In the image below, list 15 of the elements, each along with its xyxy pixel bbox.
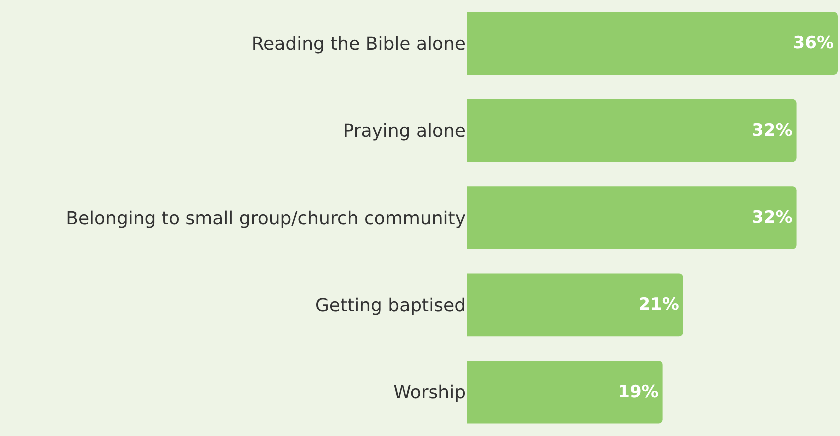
data-label: 36% xyxy=(793,34,834,54)
data-label: 32% xyxy=(752,120,793,141)
y-tick-label: Reading the Bible alone xyxy=(252,34,466,55)
y-tick-label: Praying alone xyxy=(343,121,466,142)
y-tick-label: Worship xyxy=(394,382,466,404)
data-label: 32% xyxy=(752,208,793,228)
bar xyxy=(467,12,838,75)
bar xyxy=(467,361,663,424)
bar xyxy=(467,186,797,250)
data-label: 21% xyxy=(638,295,680,316)
bar xyxy=(467,99,797,162)
y-tick-label: Getting baptised xyxy=(315,296,466,316)
bar xyxy=(467,274,684,337)
y-tick-label: Belonging to small group/church community xyxy=(66,208,466,230)
data-label: 19% xyxy=(618,382,659,402)
